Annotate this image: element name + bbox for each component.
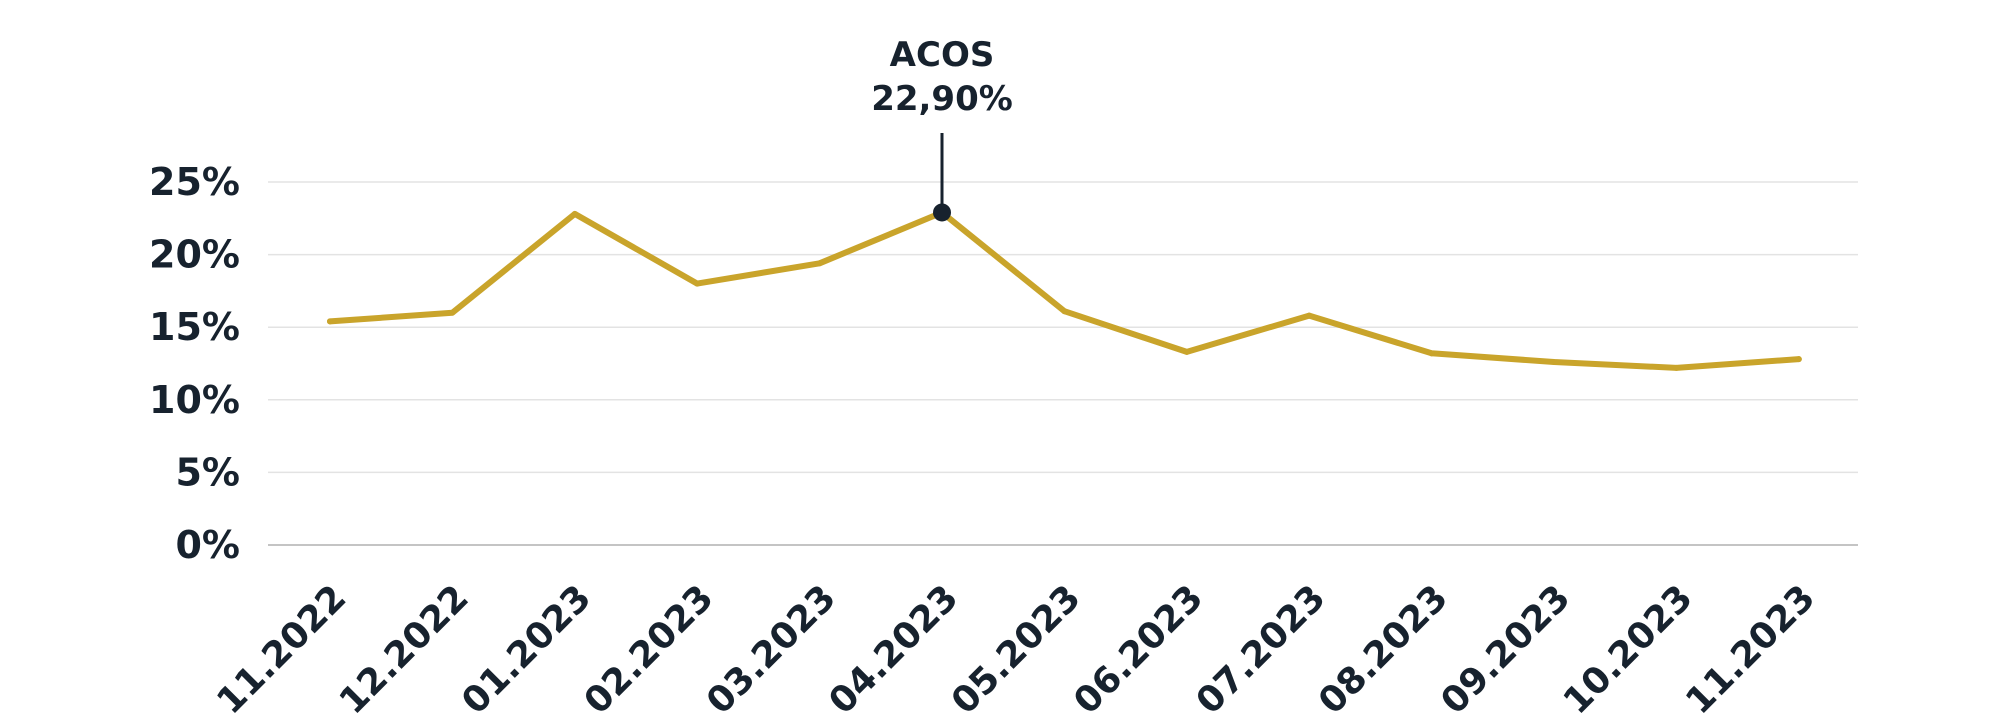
x-tick-label: 11.2023 [1678, 577, 1823, 716]
y-tick-label: 20% [149, 233, 240, 277]
y-tick-label: 25% [149, 160, 240, 204]
grid-lines [268, 181, 1858, 546]
data-point [1551, 359, 1557, 366]
y-tick-label: 5% [175, 450, 240, 494]
annotation-label: ACOS [890, 35, 995, 75]
data-point [571, 210, 578, 217]
data-point [1428, 350, 1435, 357]
data-point [327, 318, 333, 325]
acos-series [327, 209, 1802, 371]
data-point [1795, 356, 1802, 363]
data-point [1183, 348, 1190, 355]
x-axis-ticks: 11.202212.202201.202302.202303.202304.20… [209, 577, 1823, 716]
series-line [327, 209, 1802, 371]
y-tick-label: 10% [149, 378, 240, 422]
data-point [1673, 364, 1680, 371]
y-tick-label: 15% [149, 305, 240, 349]
y-axis-ticks: 0% 5% 10% 15% 20% 25% [149, 160, 240, 567]
data-point [1306, 312, 1313, 319]
data-point [816, 260, 823, 267]
annotation-marker [933, 203, 951, 222]
y-tick-label: 0% [175, 523, 240, 567]
peak-annotation: ACOS 22,90% [871, 35, 1013, 222]
data-point [449, 309, 456, 316]
data-point [694, 280, 701, 287]
annotation-value: 22,90% [871, 79, 1013, 119]
data-point [1061, 308, 1068, 315]
